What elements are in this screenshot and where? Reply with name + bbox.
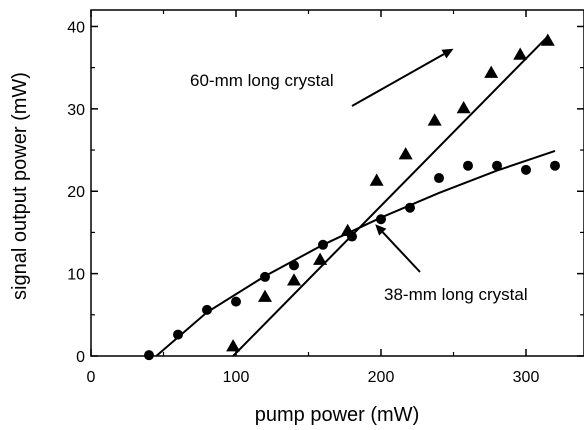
triangle-point [540, 33, 555, 46]
circle-point [347, 231, 357, 242]
triangle-point [398, 147, 413, 160]
data-points [144, 33, 560, 361]
annotation-60mm: 60-mm long crystal [190, 71, 334, 90]
x-tick-label: 100 [223, 369, 250, 386]
annotation-38mm: 38-mm long crystal [384, 285, 528, 304]
annotation-38mm-arrow [381, 231, 421, 273]
circle-point [492, 160, 502, 171]
y-tick-label: 40 [67, 19, 85, 36]
y-tick-label: 30 [67, 102, 85, 119]
triangle-point [513, 47, 528, 60]
triangle-point [287, 273, 301, 286]
annotation-38mm-arrowhead [375, 224, 387, 236]
circle-point [289, 260, 299, 271]
circle-point [202, 304, 212, 315]
triangle-point [484, 65, 499, 78]
triangle-point [369, 173, 384, 186]
circle-point [405, 202, 415, 213]
circle-point [231, 296, 241, 307]
plot-frame [90, 9, 584, 357]
fit-lines [155, 35, 556, 357]
circle-point [521, 164, 531, 175]
triangle-point [427, 113, 442, 126]
triangle-point [226, 339, 241, 352]
x-tick-label: 200 [368, 369, 395, 386]
fit-line-60mm [232, 35, 549, 357]
circle-point [318, 239, 328, 250]
circle-point [376, 214, 386, 225]
fit-curve-38mm [155, 149, 556, 357]
triangle-point [456, 101, 471, 114]
triangle-point [313, 252, 328, 265]
y-tick-label: 20 [67, 184, 85, 201]
ticks: 0 100 200 300 0 10 20 30 40 [67, 10, 584, 386]
circle-point [550, 160, 560, 171]
x-tick-label: 0 [87, 369, 96, 386]
circle-point [144, 350, 154, 361]
x-axis-label: pump power (mW) [255, 404, 419, 426]
annotation-60mm-arrow [351, 53, 445, 107]
y-tick-label: 10 [67, 267, 85, 284]
circle-point [463, 160, 473, 171]
y-tick-label: 0 [76, 349, 85, 366]
y-axis-label: signal output power (mW) [9, 72, 31, 300]
annotation-60mm-arrowhead [441, 48, 454, 59]
circle-point [260, 271, 270, 282]
circle-point [173, 329, 183, 340]
circle-point [434, 173, 444, 184]
axes [90, 9, 584, 357]
triangle-point [258, 289, 272, 302]
x-tick-label: 300 [513, 369, 540, 386]
